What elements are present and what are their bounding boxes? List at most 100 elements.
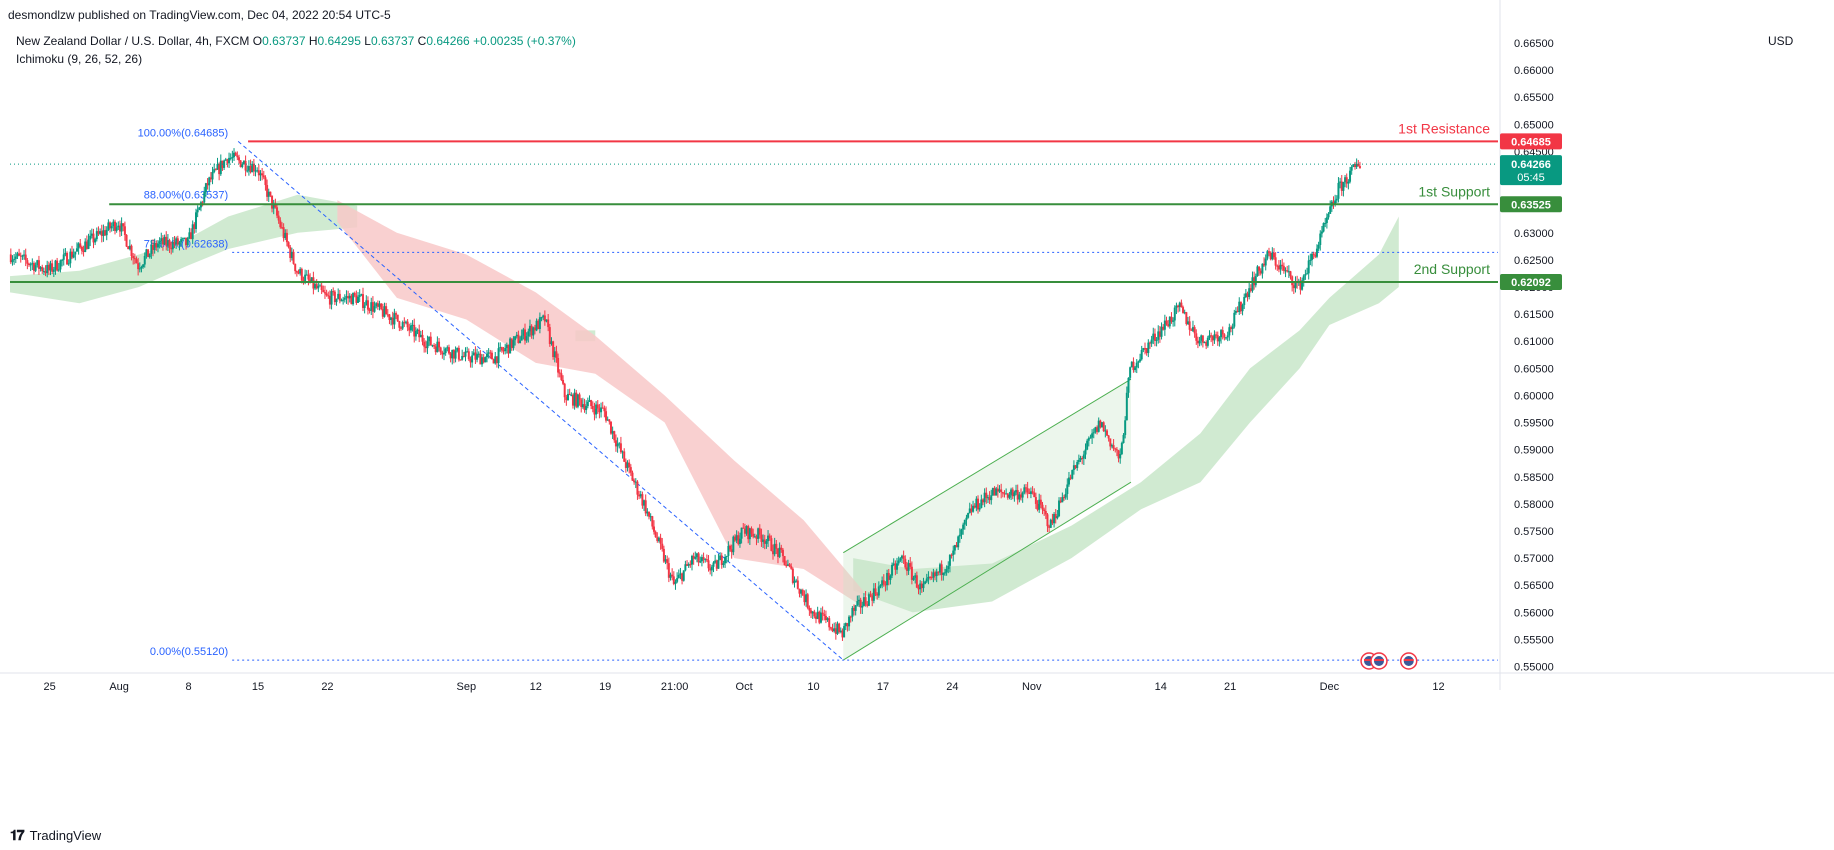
candle-body [1259,270,1262,274]
candle-body [922,583,925,589]
candle-body [9,254,12,263]
candle-body [426,341,429,349]
level-price-tag [1500,196,1562,213]
candle-body [219,160,222,175]
candle-body [370,302,373,311]
candle-body [254,170,257,172]
candle-body [381,309,384,317]
candle-body [347,296,350,299]
candle-body [691,555,693,565]
candle-body [183,237,186,239]
candle-body [428,336,431,342]
candle-body [854,605,857,611]
candle-body [1277,265,1280,270]
candle-body [1177,305,1180,308]
candle-body [262,175,265,178]
candle-body [839,630,842,632]
candle-body [912,577,915,580]
candle-body [19,255,22,257]
candle-body [773,543,776,555]
candle-body [1329,206,1332,214]
candle-body [297,272,300,274]
candle-body [1291,276,1294,286]
footer-brand[interactable]: 𝟏𝟕 TradingView [10,827,101,844]
candle-body [271,195,274,209]
candle-body [1056,516,1059,519]
candle-body [955,545,958,548]
candle-body [780,547,783,550]
y-tick-label: 0.56000 [1514,607,1554,619]
candle-body [862,597,865,606]
candle-body [970,508,973,512]
y-tick-label: 0.57500 [1514,526,1554,538]
candle-body [223,160,226,168]
candle-body [105,229,108,236]
candle-body [1311,253,1313,260]
candle-body [185,237,188,246]
candle-body [993,488,996,496]
candle-body [1170,316,1173,322]
candle-body [42,271,45,273]
candle-body [803,595,806,603]
y-tick-label: 0.62500 [1514,255,1554,267]
candle-body [476,354,479,360]
candle-body [242,160,245,165]
candle-body [857,599,860,602]
candle-body [466,351,469,353]
x-tick-label: 14 [1155,681,1167,693]
candle-body [1058,500,1061,517]
candle-body [962,524,965,530]
candle-body [892,563,895,565]
indicator-legend[interactable]: Ichimoku (9, 26, 52, 26) [16,52,143,66]
candle-body [497,348,500,364]
candle-body [1039,499,1042,505]
candle-body [295,271,298,273]
candle-body [1340,181,1343,191]
us-flag-icon[interactable] [1370,652,1388,670]
candle-body [431,345,434,347]
candle-body [1021,492,1024,498]
candle-body [24,254,27,261]
candle-body [1015,490,1018,493]
candle-body [396,314,399,322]
candle-body [195,212,197,229]
candle-body [811,611,814,614]
x-tick-label: 25 [44,681,56,693]
candle-body [57,269,60,271]
candle-body [391,317,394,325]
candle-body [358,295,361,297]
symbol-name[interactable]: New Zealand Dollar / U.S. Dollar, 4h, FX… [16,34,250,48]
candle-body [1344,177,1347,182]
candle-body [145,249,148,257]
candle-body [1332,201,1335,205]
candle-body [323,292,326,294]
candle-body [1269,252,1272,260]
candle-body [720,555,723,565]
candle-body [671,574,674,577]
candle-body [178,242,181,245]
candle-body [953,545,956,551]
candle-body [505,344,508,349]
us-flag-icon[interactable] [1399,652,1418,670]
candle-body [694,557,697,559]
candle-body [327,295,330,297]
candle-body [1094,427,1097,433]
candle-body [1020,494,1023,498]
ichimoku-cloud-bullish [10,194,358,304]
candle-body [1077,459,1080,462]
candle-body [1206,337,1209,346]
channel-lower-line [843,481,1132,661]
candle-body [573,392,576,406]
candle-body [765,541,768,544]
candle-body [77,243,80,249]
candle-body [1231,326,1234,329]
candle-body [1279,264,1282,270]
candle-body [550,341,553,344]
candle-body [581,404,584,408]
candle-body [1043,509,1046,512]
candle-body [337,293,340,299]
candle-body [562,379,565,384]
candle-body [785,565,788,567]
candle-body [1064,494,1067,498]
